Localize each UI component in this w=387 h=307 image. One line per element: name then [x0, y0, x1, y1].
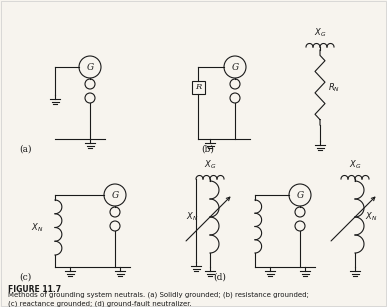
Circle shape [110, 207, 120, 217]
Text: (b): (b) [202, 145, 214, 154]
Text: R: R [195, 83, 201, 91]
Circle shape [110, 221, 120, 231]
Text: FIGURE 11.7: FIGURE 11.7 [8, 285, 61, 294]
Circle shape [230, 79, 240, 89]
Bar [192, 80, 204, 94]
Text: $X_N$: $X_N$ [186, 211, 198, 223]
Text: G: G [86, 63, 94, 72]
Text: $R_N$: $R_N$ [328, 81, 340, 94]
Circle shape [289, 184, 311, 206]
Text: Methods of grounding system neutrals. (a) Solidly grounded; (b) resistance groun: Methods of grounding system neutrals. (a… [8, 292, 309, 307]
Text: $X_G$: $X_G$ [204, 158, 216, 171]
Circle shape [295, 221, 305, 231]
Text: G: G [231, 63, 239, 72]
Text: $X_N$: $X_N$ [31, 221, 43, 234]
Text: G: G [296, 191, 304, 200]
Circle shape [85, 93, 95, 103]
Circle shape [85, 79, 95, 89]
Text: $X_G$: $X_G$ [314, 26, 326, 39]
Circle shape [295, 207, 305, 217]
Text: (d): (d) [214, 273, 226, 282]
Circle shape [104, 184, 126, 206]
Circle shape [230, 93, 240, 103]
Text: (c): (c) [19, 273, 31, 282]
Text: $X_G$: $X_G$ [349, 158, 361, 171]
Text: $X_N$: $X_N$ [365, 211, 377, 223]
Circle shape [224, 56, 246, 78]
Text: (a): (a) [19, 145, 31, 154]
Circle shape [79, 56, 101, 78]
Text: G: G [111, 191, 119, 200]
